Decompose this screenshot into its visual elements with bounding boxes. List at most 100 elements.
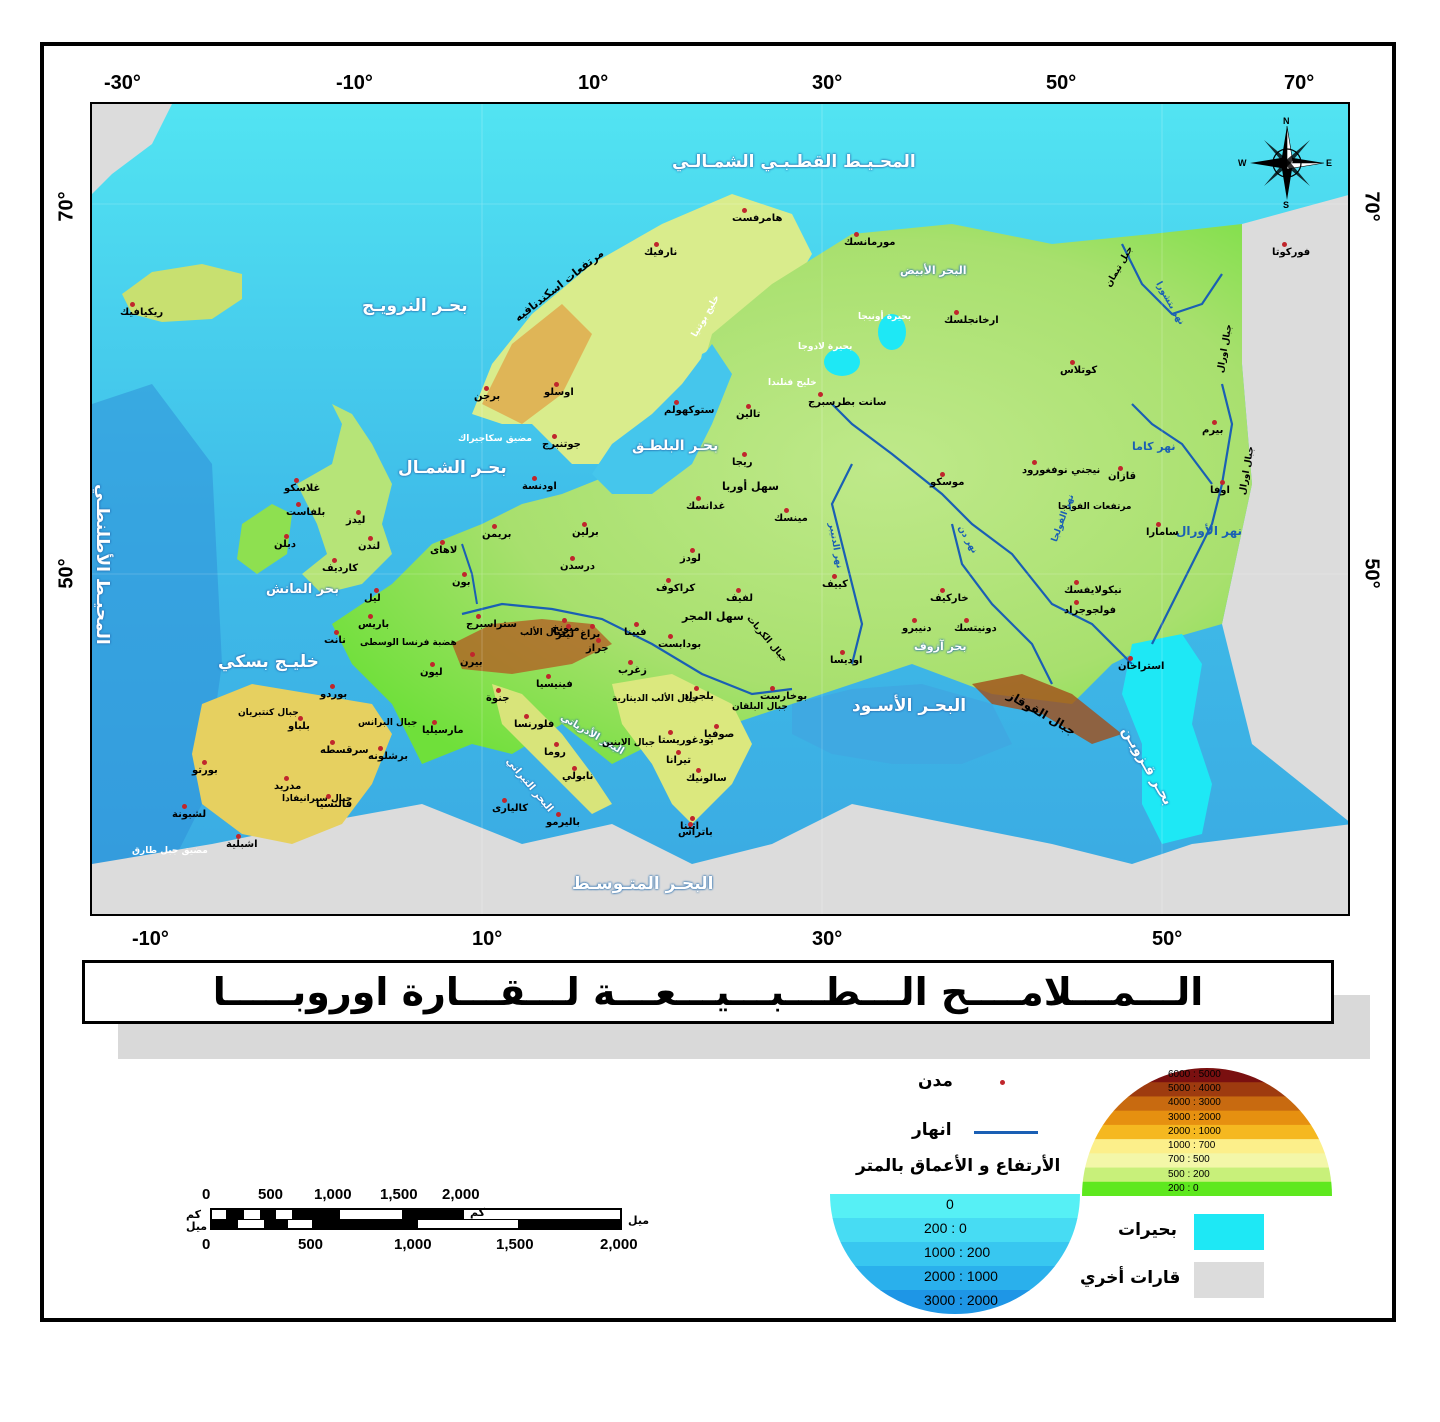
elevation-band [1082,1181,1332,1196]
right-degree-label: 70° [1360,191,1383,222]
scale-mile-1000: 1,000 [394,1236,432,1253]
alps-relief [452,619,612,674]
city-dot [818,392,823,397]
city-dot [634,622,639,627]
city-label: موسكو [930,477,965,488]
city-label: ستراسبرج [466,619,517,630]
city-label: بلجراد [684,691,714,702]
city-dot [374,588,379,593]
city-dot [554,742,559,747]
deep-atlantic [92,384,222,914]
pechora-river [1121,243,1223,316]
ireland [237,504,292,574]
city-dot [326,794,331,799]
city-label: بودغوريستا [658,735,714,746]
label-strait-of-gibraltar: مضيق جبل طارق [132,846,208,856]
scale-km-500: 500 [258,1186,284,1203]
city-dot [714,724,719,729]
elevation-band [1082,1167,1332,1183]
city-dot [554,382,559,387]
graticule [92,104,1348,914]
city-label: اوسلو [544,387,574,398]
city-dot [1212,420,1217,425]
city-dot [832,574,837,579]
city-dot [582,522,587,527]
city-dot [1032,460,1037,465]
city-dot [236,834,241,839]
city-dot [284,534,289,539]
city-label: سرقسطه [320,745,369,756]
city-dot [688,822,693,827]
city-dot [746,404,751,409]
city-label: باريس [358,619,390,630]
elevation-band [1082,1110,1332,1126]
compass-rose: N S E W [1238,116,1332,210]
city-label: قازان [1108,471,1137,482]
city-label: مارسيليا [422,725,464,736]
city-label: لينز [556,629,575,640]
city-dot [668,730,673,735]
scale-km-2000: 2,000 [442,1186,480,1203]
label-norwegian-sea: بحـر النرويـج [362,296,468,316]
elevation-band [1082,1124,1332,1140]
label-pyrenees: جبال البرانس [358,718,418,728]
city-label: روما [544,747,566,758]
iberia [192,684,392,844]
city-dot [556,812,561,817]
city-label: نيجني نوفغورود [1022,465,1101,476]
greenland [92,104,172,194]
city-dot [502,798,507,803]
city-label: كارديف [322,563,359,574]
city-label: باليرمو [546,817,581,828]
scale-km-unit-right: كم [470,1206,486,1219]
city-label: كوتلاس [1060,365,1098,376]
city-label: ليدز [346,515,366,526]
elevation-class-label: 4000 : 3000 [1168,1097,1221,1109]
scale-mile-unit-left: ميل [186,1220,208,1233]
scale-mile-2000: 2,000 [600,1236,638,1253]
label-massif-central: هضبة فرنسا الوسطى [360,638,457,648]
scale-bar [210,1208,622,1230]
italy [492,684,612,814]
city-dot [1070,360,1075,365]
city-label: اوفا [1210,485,1230,496]
city-dot [130,302,135,307]
left-degree-label: 50° [55,558,78,589]
city-label: باتراس [678,827,713,838]
city-dot [330,740,335,745]
label-lake-onega: بحيرة أونيجا [858,312,912,322]
city-label: اودنسة [522,481,557,492]
city-dot [296,502,301,507]
city-dot [676,750,681,755]
city-dot [368,614,373,619]
city-dot [1156,522,1161,527]
top-degree-label: -10° [336,72,373,94]
asia-east [1222,195,1348,821]
elevation-class-label: 6000 : 5000 [1168,1069,1221,1080]
city-label: برجن [474,391,501,402]
city-label: ريجا [732,457,753,468]
city-label: مورمانسك [844,237,896,248]
city-label: جراز [586,643,609,654]
city-dot [570,556,575,561]
legend-river-line [974,1131,1038,1134]
city-label: بريمن [482,529,512,540]
city-dot [1282,242,1287,247]
africa-asia-south [92,804,1348,914]
label-apennines: جبال الابنين [602,738,656,748]
city-label: مينسك [774,513,808,524]
city-label: بيرم [1202,425,1224,436]
label-sea-of-azov: بحر آزوف [914,640,967,653]
city-dot [546,674,551,679]
city-label: دبلن [274,539,296,550]
depth-band [830,1242,1080,1267]
label-hungarian-plain: سهل المجر [682,610,744,623]
legend-lakes-swatch [1194,1214,1264,1250]
city-dot [654,242,659,247]
scale-km-0: 0 [202,1186,211,1203]
city-label: بوخارست [760,691,808,702]
city-label: استراخان [1118,661,1165,672]
volga-river [831,403,1133,665]
elevation-class-label: 700 : 500 [1168,1154,1210,1166]
city-label: سامارا [1146,527,1179,538]
